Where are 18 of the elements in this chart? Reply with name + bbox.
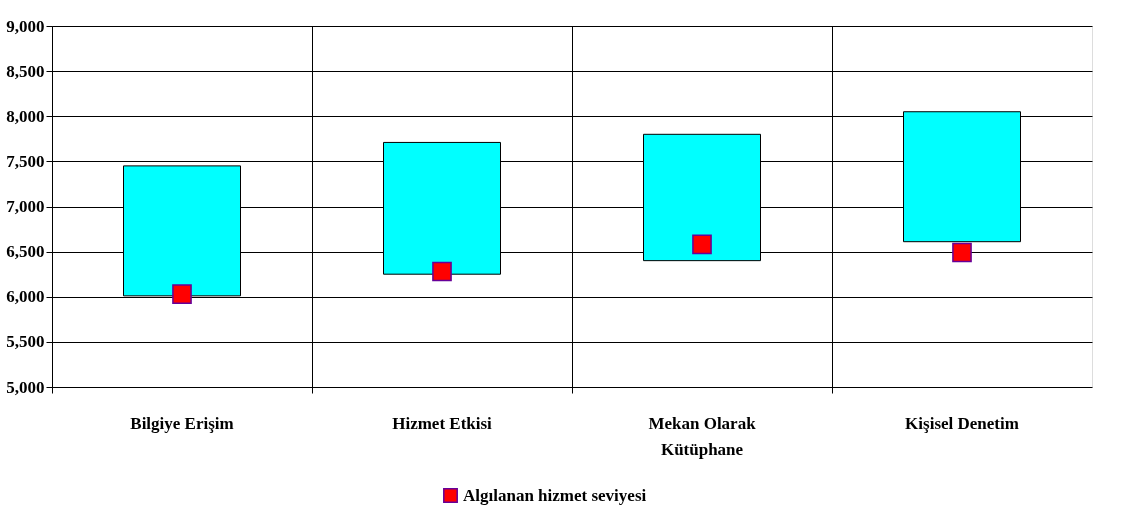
y-tick-label: 7,500 xyxy=(6,151,45,171)
y-tick-label: 6,000 xyxy=(6,287,45,307)
x-tick-label: Kişisel Denetim xyxy=(905,413,1019,433)
y-tick-label: 5,000 xyxy=(6,377,45,397)
x-tick-label: Hizmet Etkisi xyxy=(392,413,493,433)
y-tick-label: 5,500 xyxy=(6,332,45,352)
x-tick-label: Mekan Olarak Kütüphane xyxy=(648,413,757,459)
legend-label: Algılanan hizmet seviyesi xyxy=(463,485,647,505)
y-tick-label: 8,500 xyxy=(6,61,45,81)
point xyxy=(952,242,972,263)
y-tick-label: 8,000 xyxy=(6,106,45,126)
y-tick-label: 9,000 xyxy=(6,16,45,36)
x-tick-label: Bilgiye Erişim xyxy=(130,413,234,433)
y-tick-label: 6,500 xyxy=(6,242,45,262)
point xyxy=(172,284,192,304)
y-tick-label: 7,000 xyxy=(6,197,45,216)
point xyxy=(692,234,712,255)
point xyxy=(432,261,452,282)
